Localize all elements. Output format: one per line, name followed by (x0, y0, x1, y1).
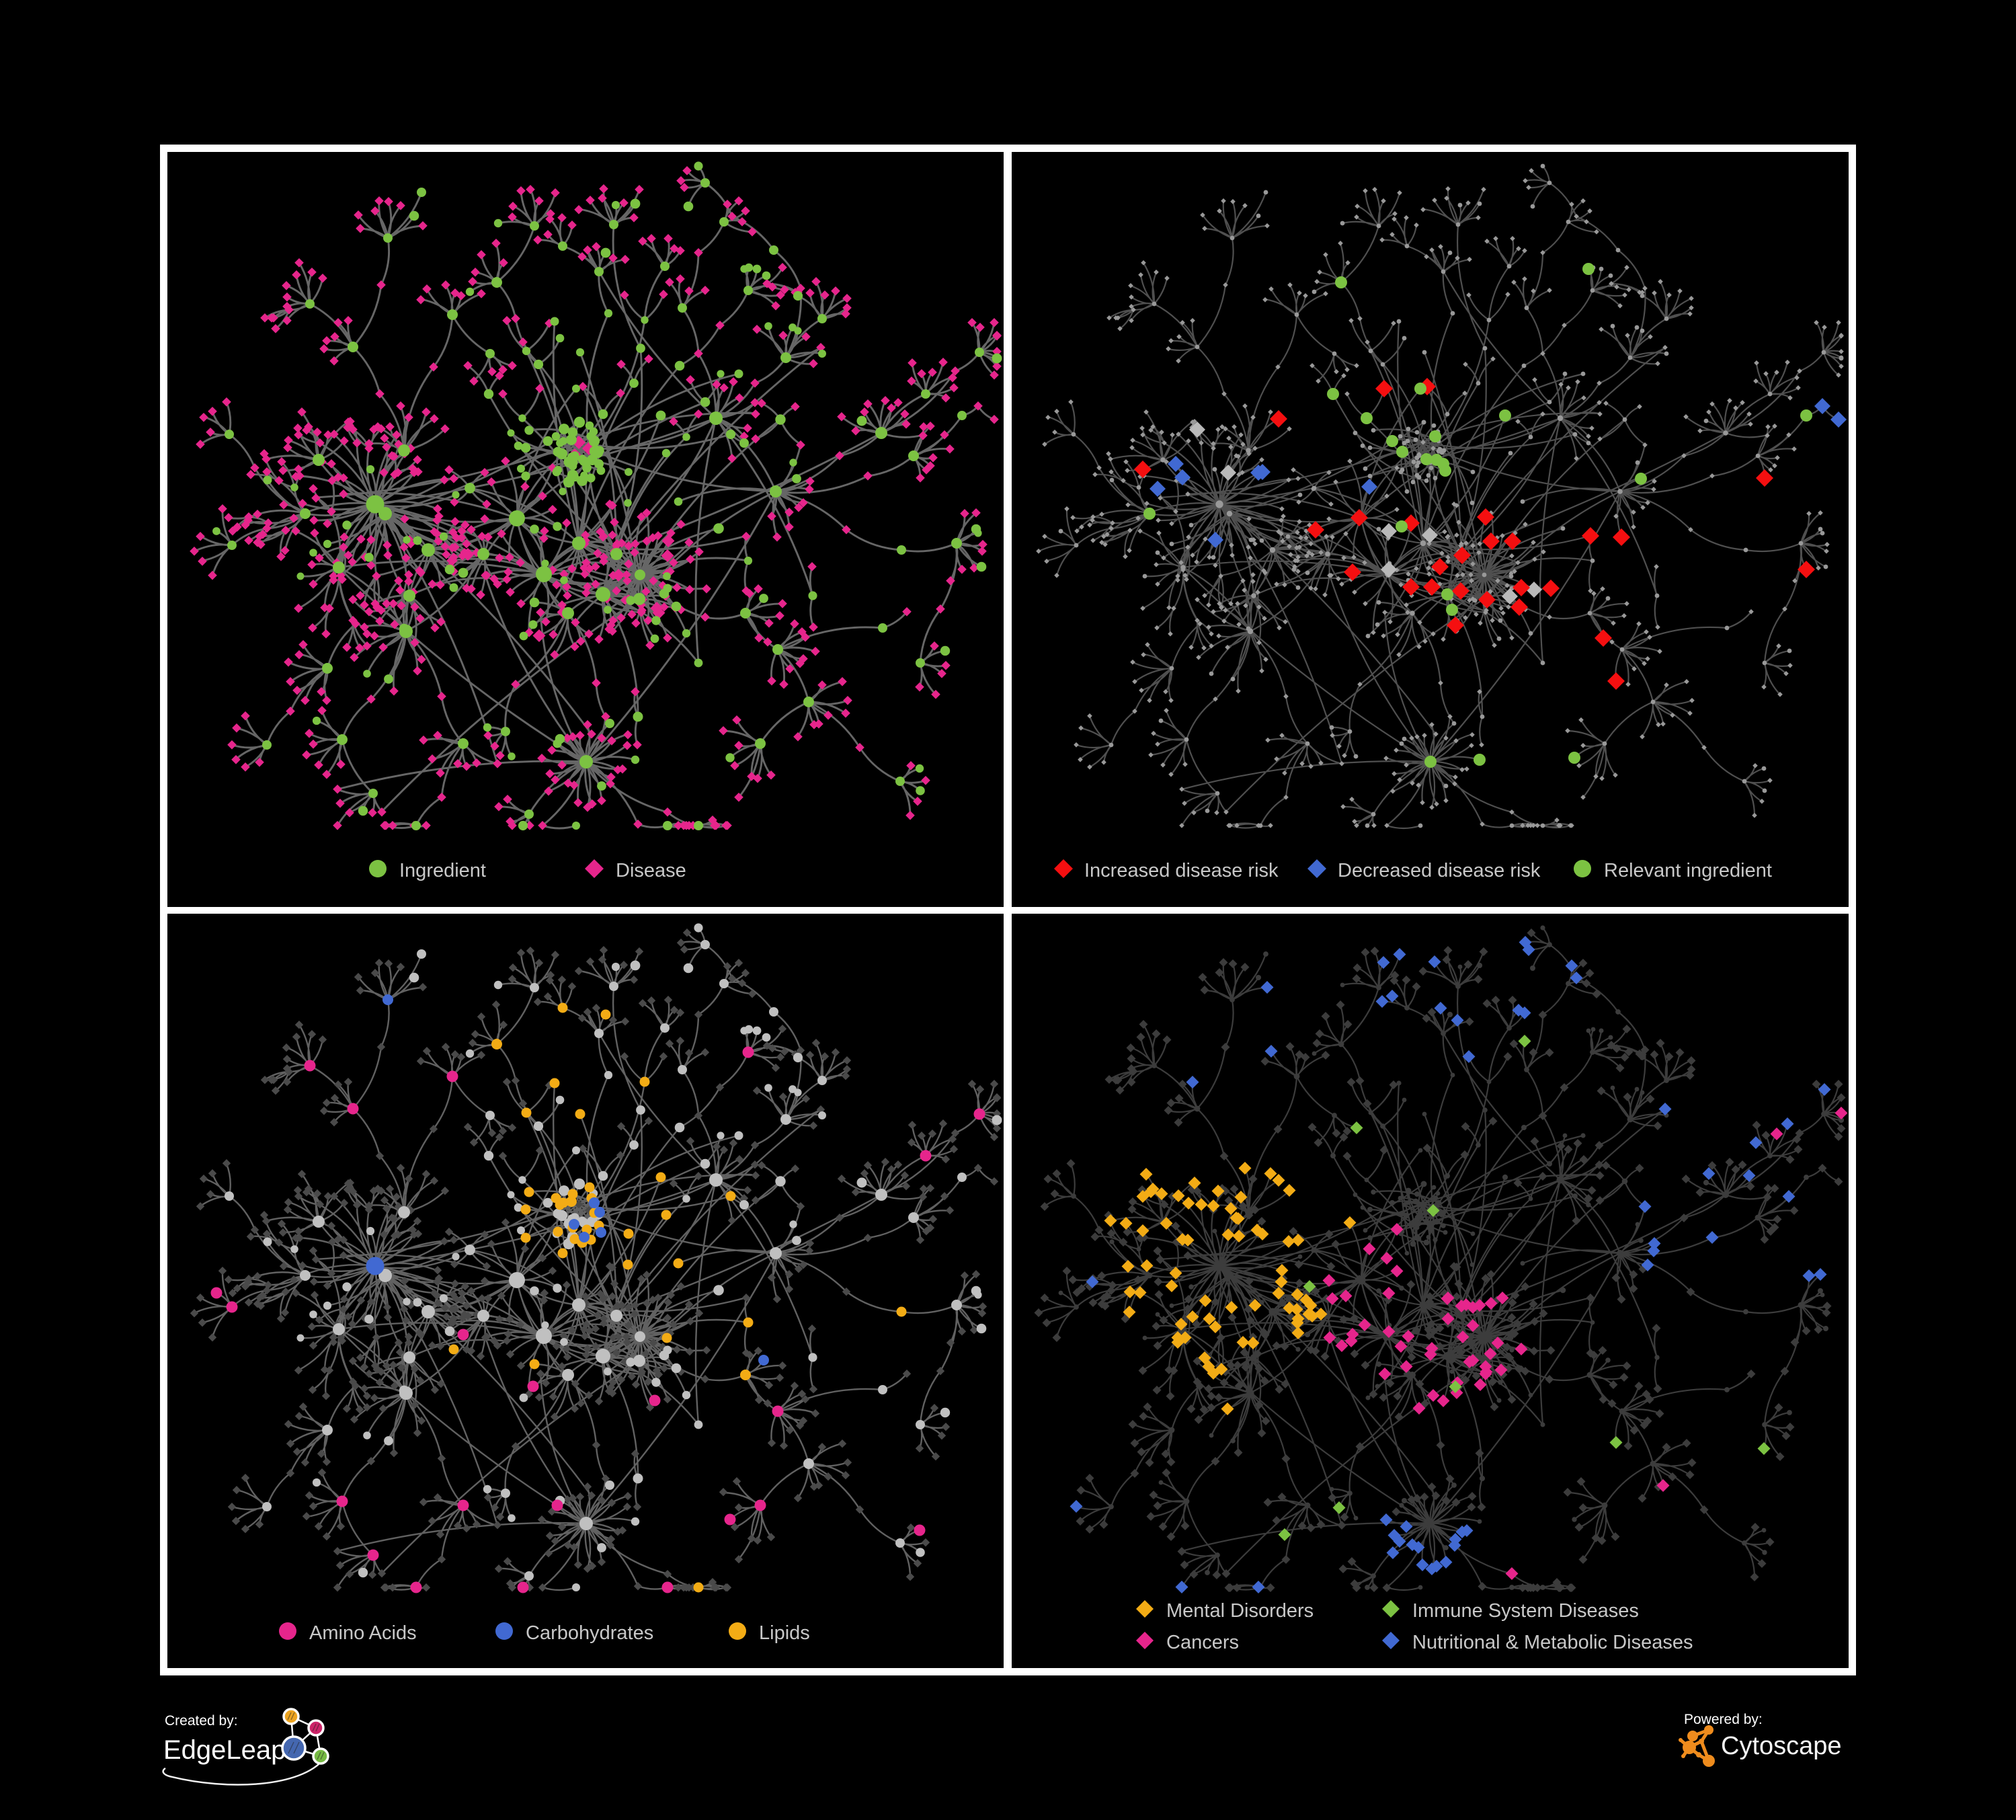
svg-text:Relevant ingredient: Relevant ingredient (1604, 860, 1772, 881)
svg-text:Immune System Diseases: Immune System Diseases (1412, 1600, 1639, 1622)
svg-text:Cytoscape: Cytoscape (1721, 1732, 1842, 1760)
svg-text:Lipids: Lipids (759, 1622, 810, 1644)
svg-text:Cancers: Cancers (1166, 1632, 1239, 1653)
svg-text:Decreased disease risk: Decreased disease risk (1338, 860, 1541, 881)
svg-text:Mental Disorders: Mental Disorders (1166, 1600, 1314, 1622)
svg-text:EdgeLeap: EdgeLeap (163, 1735, 286, 1765)
svg-text:Disease: Disease (616, 860, 686, 881)
svg-text:Created by:: Created by: (165, 1713, 238, 1729)
svg-text:Ingredient: Ingredient (399, 860, 486, 881)
svg-text:Nutritional & Metabolic Diseas: Nutritional & Metabolic Diseases (1412, 1632, 1693, 1653)
svg-text:Increased disease risk: Increased disease risk (1084, 860, 1279, 881)
svg-text:Carbohydrates: Carbohydrates (526, 1622, 653, 1644)
svg-text:Powered by:: Powered by: (1684, 1712, 1763, 1727)
svg-text:Amino Acids: Amino Acids (309, 1622, 417, 1644)
